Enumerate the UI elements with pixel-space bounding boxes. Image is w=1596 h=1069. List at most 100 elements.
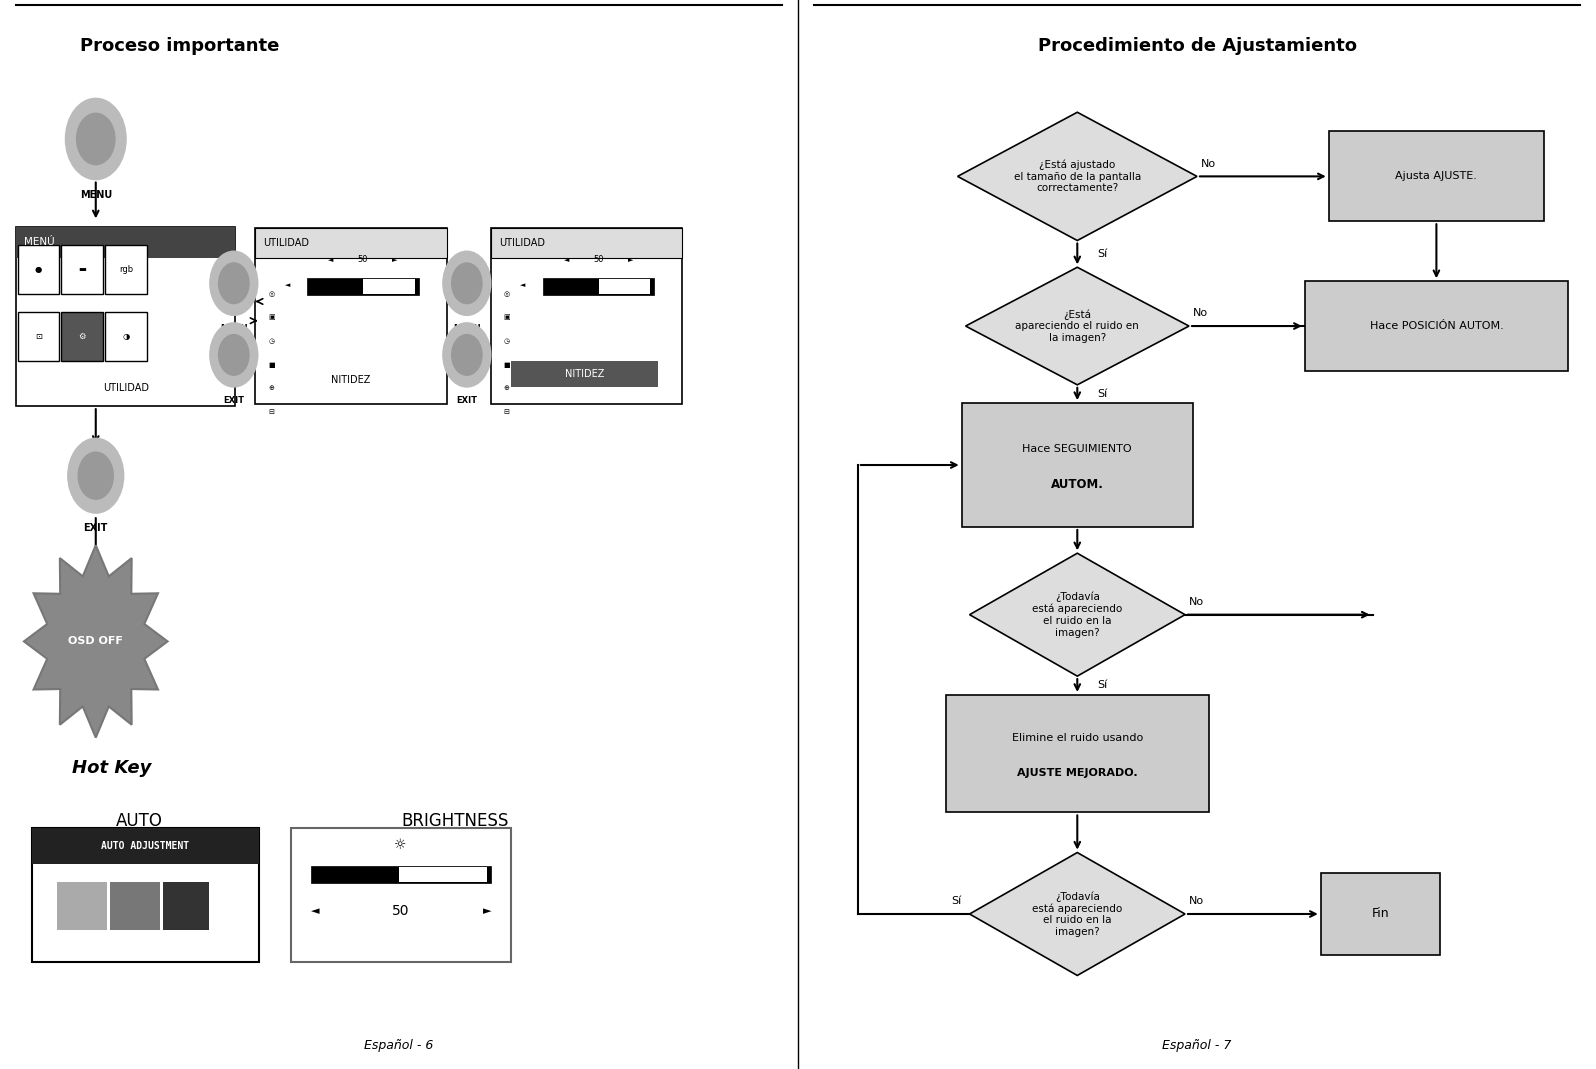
- FancyBboxPatch shape: [255, 228, 447, 258]
- Text: 50: 50: [358, 255, 369, 264]
- Text: Sí: Sí: [1098, 389, 1108, 399]
- Circle shape: [65, 98, 126, 180]
- Polygon shape: [958, 112, 1197, 241]
- Text: NITIDEZ: NITIDEZ: [332, 375, 370, 385]
- Text: UTILIDAD: UTILIDAD: [498, 237, 544, 248]
- Text: Sí: Sí: [951, 896, 961, 907]
- Text: Sí: Sí: [1098, 249, 1108, 259]
- FancyBboxPatch shape: [16, 227, 236, 406]
- Text: AUTO ADJUSTMENT: AUTO ADJUSTMENT: [101, 841, 190, 851]
- Polygon shape: [969, 554, 1184, 677]
- FancyBboxPatch shape: [961, 403, 1192, 527]
- Text: ⊟: ⊟: [504, 408, 509, 415]
- Circle shape: [67, 438, 124, 513]
- Text: ■: ■: [268, 361, 275, 368]
- Text: ◎: ◎: [504, 291, 509, 297]
- Text: ◑: ◑: [123, 332, 129, 341]
- FancyBboxPatch shape: [1321, 873, 1440, 955]
- FancyBboxPatch shape: [364, 279, 415, 294]
- FancyBboxPatch shape: [57, 882, 107, 930]
- FancyBboxPatch shape: [18, 312, 59, 361]
- Polygon shape: [969, 853, 1184, 975]
- Text: Proceso importante: Proceso importante: [80, 37, 279, 56]
- Text: ◷: ◷: [504, 338, 509, 344]
- Circle shape: [77, 113, 115, 165]
- Circle shape: [452, 263, 482, 304]
- Text: ☼: ☼: [394, 837, 407, 852]
- FancyBboxPatch shape: [32, 828, 259, 962]
- Text: UTILIDAD: UTILIDAD: [104, 384, 148, 393]
- Text: ⚙: ⚙: [78, 332, 86, 341]
- FancyBboxPatch shape: [945, 695, 1210, 812]
- Text: NITIDEZ: NITIDEZ: [565, 369, 605, 379]
- Circle shape: [219, 263, 249, 304]
- Text: ◄: ◄: [563, 257, 570, 263]
- FancyBboxPatch shape: [492, 228, 681, 404]
- Text: ■: ■: [503, 361, 511, 368]
- FancyBboxPatch shape: [311, 866, 492, 883]
- Text: UTILIDAD: UTILIDAD: [263, 237, 310, 248]
- Text: ¿Está
apareciendo el ruido en
la imagen?: ¿Está apareciendo el ruido en la imagen?: [1015, 309, 1140, 343]
- FancyBboxPatch shape: [511, 361, 658, 387]
- Text: EXIT: EXIT: [223, 396, 244, 404]
- Text: ►: ►: [393, 257, 397, 263]
- Text: Procedimiento de Ajustamiento: Procedimiento de Ajustamiento: [1037, 37, 1357, 56]
- FancyBboxPatch shape: [255, 228, 447, 404]
- Text: ◄: ◄: [329, 257, 334, 263]
- Circle shape: [209, 251, 259, 315]
- Text: ▣: ▣: [503, 314, 511, 321]
- Text: EXIT: EXIT: [83, 523, 109, 532]
- Circle shape: [78, 452, 113, 499]
- FancyBboxPatch shape: [306, 278, 418, 295]
- Text: Hot Key: Hot Key: [72, 759, 152, 777]
- Text: MENU: MENU: [453, 324, 480, 332]
- Text: AJUSTE MEJORADO.: AJUSTE MEJORADO.: [1017, 768, 1138, 778]
- FancyBboxPatch shape: [105, 245, 147, 294]
- Text: ▣: ▣: [268, 314, 275, 321]
- Text: 50: 50: [594, 255, 603, 264]
- FancyBboxPatch shape: [110, 882, 160, 930]
- Text: BRIGHTNESS: BRIGHTNESS: [401, 812, 509, 831]
- Text: No: No: [1200, 158, 1216, 169]
- Text: ●: ●: [35, 265, 41, 274]
- Polygon shape: [966, 267, 1189, 385]
- FancyBboxPatch shape: [1328, 131, 1545, 221]
- Text: Fin: Fin: [1371, 908, 1390, 920]
- Text: ⊡: ⊡: [35, 332, 41, 341]
- Text: MENU: MENU: [80, 190, 112, 200]
- Text: ⊕: ⊕: [268, 385, 275, 391]
- Text: ¿Está ajustado
el tamaño de la pantalla
correctamente?: ¿Está ajustado el tamaño de la pantalla …: [1013, 159, 1141, 193]
- FancyBboxPatch shape: [61, 245, 102, 294]
- Text: Español - 6: Español - 6: [364, 1039, 434, 1052]
- FancyBboxPatch shape: [105, 312, 147, 361]
- FancyBboxPatch shape: [492, 228, 681, 258]
- Text: OSD OFF: OSD OFF: [69, 636, 123, 647]
- Text: ◄: ◄: [311, 905, 319, 916]
- Polygon shape: [24, 545, 168, 738]
- Text: ¿Todavía
está apareciendo
el ruido en la
imagen?: ¿Todavía está apareciendo el ruido en la…: [1033, 892, 1122, 936]
- FancyBboxPatch shape: [598, 279, 651, 294]
- Text: MENÚ: MENÚ: [24, 237, 54, 247]
- Text: No: No: [1189, 896, 1203, 907]
- Text: MENU: MENU: [220, 324, 247, 332]
- FancyBboxPatch shape: [61, 312, 102, 361]
- Circle shape: [452, 335, 482, 375]
- Text: ◄: ◄: [284, 282, 290, 289]
- Text: EXIT: EXIT: [456, 396, 477, 404]
- Text: Hace POSICIÓN AUTOM.: Hace POSICIÓN AUTOM.: [1369, 321, 1503, 331]
- Text: ◎: ◎: [268, 291, 275, 297]
- Text: No: No: [1192, 308, 1208, 319]
- FancyBboxPatch shape: [1306, 281, 1567, 371]
- Text: ⊟: ⊟: [268, 408, 275, 415]
- Text: ⊕: ⊕: [504, 385, 509, 391]
- Text: No: No: [1189, 597, 1203, 607]
- Circle shape: [209, 323, 259, 387]
- FancyBboxPatch shape: [32, 828, 259, 864]
- Text: 50: 50: [393, 903, 409, 918]
- Text: AUTOM.: AUTOM.: [1050, 478, 1104, 491]
- Text: rgb: rgb: [120, 265, 132, 274]
- Text: Ajusta AJUSTE.: Ajusta AJUSTE.: [1395, 171, 1478, 182]
- Text: ◄: ◄: [520, 282, 525, 289]
- Circle shape: [442, 251, 492, 315]
- Circle shape: [442, 323, 492, 387]
